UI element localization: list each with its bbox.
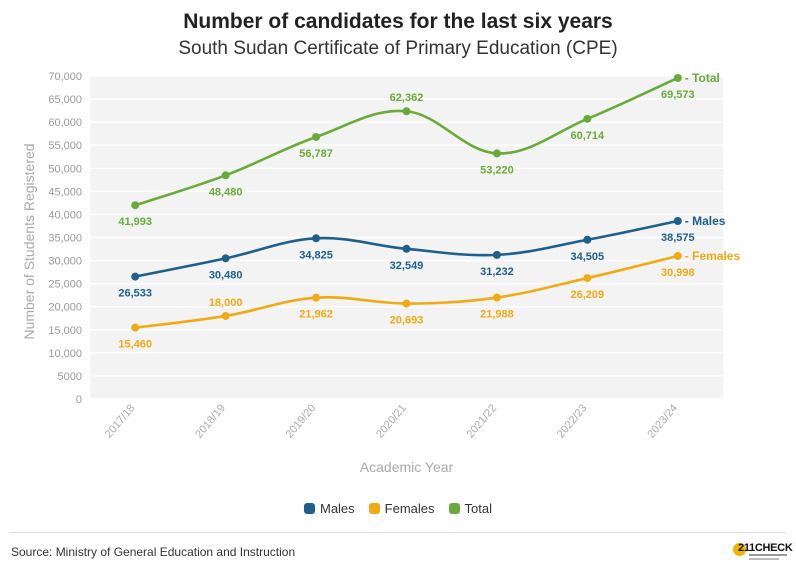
legend-swatch-total: [448, 503, 460, 514]
data-label-total: 60,714: [571, 130, 606, 142]
logo-wordmark: 211CHECK: [738, 542, 793, 554]
data-point-males: [492, 250, 501, 259]
x-tick-label: 2021/22: [464, 402, 499, 440]
series-end-label-total: - Total: [685, 71, 720, 85]
data-label-females: 15,460: [118, 339, 152, 351]
logo-mark-icon: [733, 543, 746, 556]
y-tick-label: 5000: [58, 371, 82, 383]
legend-item-males[interactable]: Males: [303, 501, 355, 516]
legend-label-females: Females: [384, 501, 435, 516]
y-tick-label: 45,000: [48, 186, 82, 198]
legend-item-females[interactable]: Females: [368, 501, 435, 516]
x-tick-label: 2017/18: [103, 402, 138, 440]
y-tick-label: 70,000: [48, 71, 82, 83]
data-label-females: 20,693: [390, 315, 424, 327]
data-point-total: [221, 171, 230, 180]
y-tick-label: 50,000: [48, 163, 82, 175]
source-note: Source: Ministry of General Education an…: [11, 545, 296, 559]
data-label-total: 48,480: [209, 186, 243, 198]
x-tick-label: 2020/21: [374, 402, 409, 440]
data-label-females: 21,962: [299, 309, 333, 321]
data-label-females: 21,988: [480, 309, 514, 321]
data-label-males: 32,549: [390, 260, 424, 272]
y-tick-label: 60,000: [48, 117, 82, 129]
data-point-females: [131, 323, 140, 332]
data-point-total: [312, 132, 321, 141]
211check-logo: 211CHECK: [733, 541, 793, 563]
data-point-females: [221, 311, 230, 320]
data-label-total: 69,573: [661, 89, 695, 101]
y-tick-label: 30,000: [48, 256, 82, 268]
data-point-females: [583, 274, 592, 283]
data-label-males: 30,480: [209, 269, 243, 281]
data-label-males: 38,575: [661, 232, 695, 244]
series-end-label-males: - Males: [685, 214, 726, 228]
data-label-males: 26,533: [118, 288, 152, 300]
y-tick-label: 10,000: [48, 348, 82, 360]
y-tick-label: 55,000: [48, 140, 82, 152]
x-tick-label: 2018/19: [193, 402, 228, 440]
data-label-total: 62,362: [390, 92, 424, 104]
data-point-total: [492, 149, 501, 158]
y-axis: 0 5000 10,000 15,000 20,000 25,000 30,000 35,00…: [48, 71, 82, 406]
data-point-total: [673, 73, 682, 82]
logo-tagline-line: [749, 554, 787, 556]
legend-label-males: Males: [319, 501, 355, 516]
data-point-males: [583, 235, 592, 244]
data-label-females: 26,209: [571, 289, 605, 301]
data-point-males: [673, 217, 682, 226]
data-point-females: [673, 251, 682, 260]
logo-tagline-line-2: [749, 558, 779, 560]
y-tick-label: 65,000: [48, 94, 82, 106]
x-tick-label: 2023/24: [645, 402, 680, 440]
y-tick-label: 25,000: [48, 279, 82, 291]
legend-swatch-males: [303, 503, 315, 514]
y-tick-label: 40,000: [48, 209, 82, 221]
series-end-label-females: - Females: [685, 249, 741, 263]
y-tick-label: 20,000: [48, 302, 82, 314]
data-label-males: 34,505: [571, 251, 605, 263]
y-tick-label: 35,000: [48, 233, 82, 245]
data-label-females: 30,998: [661, 267, 695, 279]
y-gridlines: [90, 75, 723, 400]
x-tick-label: 2019/20: [284, 402, 319, 440]
data-point-males: [312, 234, 321, 243]
data-point-total: [583, 114, 592, 123]
data-point-females: [492, 293, 501, 302]
legend-label-total: Total: [464, 501, 492, 516]
x-axis: 2017/18 2018/19 2019/20 2020/21 2021/22 2022/…: [103, 402, 680, 440]
data-label-males: 31,232: [480, 266, 514, 278]
data-label-females: 18,000: [209, 297, 243, 309]
line-chart: 0 5000 10,000 15,000 20,000 25,000 30,000 35,00…: [21, 71, 740, 475]
data-point-total: [402, 107, 411, 116]
y-axis-title: Number of Students Registered: [21, 143, 37, 339]
data-label-total: 53,220: [480, 164, 514, 176]
legend-item-total[interactable]: Total: [448, 501, 492, 516]
data-point-males: [402, 244, 411, 253]
x-tick-label: 2022/23: [555, 402, 590, 440]
legend-swatch-females: [368, 503, 380, 514]
series-total: 41,993 48,480 56,787 62,362 53,220 60,714 69,5…: [118, 71, 720, 228]
y-tick-label: 15,000: [48, 325, 82, 337]
x-axis-title: Academic Year: [360, 459, 454, 475]
data-point-total: [131, 201, 140, 210]
series-males: 26,533 30,480 34,825 32,549 31,232 34,505 38,5…: [118, 214, 725, 300]
footer-divider: [10, 532, 786, 533]
data-point-males: [221, 254, 230, 263]
data-label-males: 34,825: [299, 249, 333, 261]
chart-subtitle: South Sudan Certificate of Primary Educa…: [178, 38, 618, 59]
data-point-males: [131, 272, 140, 281]
chart-legend: Males Females Total: [0, 501, 796, 516]
data-label-total: 41,993: [118, 216, 152, 228]
data-label-total: 56,787: [299, 148, 333, 160]
data-point-females: [402, 299, 411, 308]
data-point-females: [312, 293, 321, 302]
y-tick-label: 0: [76, 394, 82, 406]
chart-title: Number of candidates for the last six ye…: [183, 10, 613, 33]
series-females: 15,460 18,000 21,962 20,693 21,988 26,209 30,9…: [118, 249, 740, 351]
